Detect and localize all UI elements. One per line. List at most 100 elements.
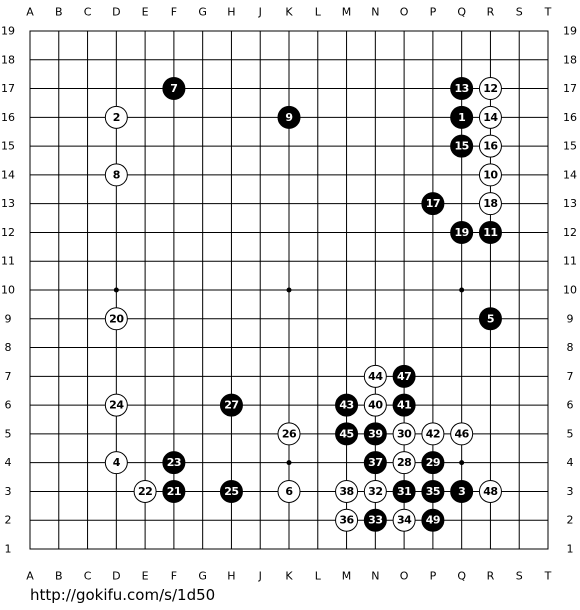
move-number: 12: [483, 82, 497, 95]
column-label: J: [258, 570, 262, 583]
column-label: G: [198, 6, 207, 19]
move-number: 20: [109, 312, 124, 325]
stone: [219, 393, 243, 417]
stone: [104, 163, 128, 187]
column-label: G: [198, 570, 207, 583]
stone: [478, 163, 502, 187]
column-label: K: [285, 570, 293, 583]
stone: [363, 393, 387, 417]
stone: [478, 307, 502, 331]
move-number: 42: [426, 427, 440, 440]
row-label: 6: [567, 399, 574, 412]
stone: [421, 422, 445, 446]
move-number: 40: [368, 399, 383, 412]
column-label: M: [342, 570, 352, 583]
row-label: 7: [567, 370, 574, 383]
column-label: B: [55, 6, 63, 19]
stone: [392, 479, 416, 503]
stone: [104, 451, 128, 475]
move-number: 29: [426, 456, 440, 469]
move-number: 43: [339, 399, 353, 412]
move-number: 38: [339, 485, 353, 498]
stone: [104, 393, 128, 417]
move-number: 41: [397, 399, 411, 412]
column-label: E: [142, 570, 149, 583]
stone: [478, 77, 502, 101]
move-number: 19: [455, 226, 469, 239]
move-number: 15: [455, 140, 469, 153]
stone: [162, 77, 186, 101]
stone: [450, 77, 474, 101]
row-label: 9: [5, 312, 12, 325]
stone: [363, 451, 387, 475]
row-label: 11: [1, 255, 15, 268]
stone: [363, 508, 387, 532]
stone: [478, 105, 502, 129]
column-label: M: [342, 6, 352, 19]
stone: [219, 479, 243, 503]
row-label: 11: [563, 255, 577, 268]
move-number: 47: [397, 370, 411, 383]
move-number: 18: [483, 197, 497, 210]
row-label: 6: [5, 399, 12, 412]
column-label: A: [26, 6, 34, 19]
row-label: 17: [563, 82, 577, 95]
row-label: 10: [1, 284, 15, 297]
stone: [162, 451, 186, 475]
stone: [363, 422, 387, 446]
row-label: 14: [1, 168, 15, 181]
row-label: 1: [5, 543, 12, 556]
move-number: 14: [483, 111, 498, 124]
stone: [450, 422, 474, 446]
move-number: 24: [109, 399, 124, 412]
row-label: 19: [1, 25, 15, 38]
column-label: S: [516, 570, 523, 583]
stone: [392, 393, 416, 417]
move-number: 5: [487, 312, 494, 325]
star-point: [459, 460, 465, 466]
column-label: S: [516, 6, 523, 19]
stone: [392, 422, 416, 446]
stone: [421, 479, 445, 503]
stone: [450, 105, 474, 129]
move-number: 28: [397, 456, 411, 469]
row-label: 5: [567, 427, 574, 440]
stone: [133, 479, 157, 503]
move-number: 46: [455, 427, 470, 440]
row-label: 2: [567, 514, 574, 527]
column-label: N: [371, 6, 379, 19]
row-label: 7: [5, 370, 12, 383]
column-label: L: [315, 6, 322, 19]
stone: [392, 451, 416, 475]
row-label: 13: [563, 197, 577, 210]
stone: [450, 134, 474, 158]
row-label: 19: [563, 25, 577, 38]
row-label: 4: [5, 456, 12, 469]
move-number: 31: [397, 485, 411, 498]
move-number: 37: [368, 456, 382, 469]
column-label: H: [227, 570, 235, 583]
move-number: 13: [455, 82, 469, 95]
column-label: O: [400, 6, 409, 19]
row-label: 3: [567, 485, 574, 498]
source-url: http://gokifu.com/s/1d50: [30, 586, 215, 604]
column-label: N: [371, 570, 379, 583]
column-label: B: [55, 570, 63, 583]
row-label: 16: [1, 111, 15, 124]
move-number: 21: [167, 485, 181, 498]
move-number: 44: [368, 370, 383, 383]
column-label: P: [430, 570, 437, 583]
column-label: T: [544, 6, 552, 19]
column-label: O: [400, 570, 409, 583]
row-label: 2: [5, 514, 12, 527]
star-point: [286, 460, 292, 466]
stone: [335, 393, 359, 417]
move-number: 30: [397, 427, 412, 440]
stone: [363, 479, 387, 503]
column-label: H: [227, 6, 235, 19]
stone: [277, 422, 301, 446]
row-label: 18: [563, 53, 577, 66]
move-number: 49: [426, 514, 440, 527]
column-label: R: [487, 570, 495, 583]
stone: [335, 422, 359, 446]
